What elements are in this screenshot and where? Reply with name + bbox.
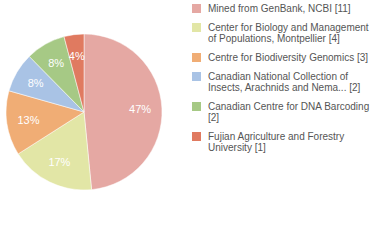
legend-label: Center for Biology and Managementof Popu…: [208, 22, 369, 44]
data-label: 13%: [17, 114, 39, 126]
legend-label: Mined from GenBank, NCBI [11]: [208, 3, 351, 14]
legend-swatch: [192, 72, 201, 81]
legend-label-line: Center for Biology and Management: [208, 22, 369, 33]
legend-label-line: of Populations, Montpellier [4]: [208, 33, 340, 44]
legend-label-line: Mined from GenBank, NCBI [11]: [208, 3, 351, 14]
legend-swatch: [192, 53, 201, 62]
legend-label-line: Canadian Centre for DNA Barcoding: [208, 101, 369, 112]
legend-swatch: [192, 23, 201, 32]
legend-swatch: [192, 4, 201, 13]
legend-label-line: Insects, Arachnids and Nema... [2]: [208, 82, 361, 93]
data-label: 4%: [69, 50, 85, 62]
legend-label-line: Fujian Agriculture and Forestry: [208, 131, 344, 142]
legend-label: Canadian National Collection ofInsects, …: [208, 71, 361, 93]
data-labels: 47% 17% 13% 8% 8% 4%: [17, 50, 151, 168]
legend-label: Canadian Centre for DNA Barcoding[2]: [208, 101, 369, 123]
legend-label-line: [2]: [208, 112, 219, 123]
legend-swatch: [192, 102, 201, 111]
legend-label-line: Canadian National Collection of: [208, 71, 348, 82]
data-label: 8%: [48, 57, 64, 69]
chart: 47% 17% 13% 8% 8% 4% Mined from GenBank, NCBI …: [0, 0, 380, 240]
legend-label: Centre for Biodiversity Genomics [3]: [208, 52, 368, 63]
data-label: 8%: [28, 77, 44, 89]
pie-slice: [64, 34, 84, 112]
pie: [6, 34, 162, 190]
pie-slice: [84, 34, 162, 190]
legend: Mined from GenBank, NCBI [11] Center for …: [192, 3, 369, 153]
legend-label-line: University [1]: [208, 142, 266, 153]
data-label: 17%: [48, 156, 70, 168]
legend-swatch: [192, 132, 201, 141]
legend-label-line: Centre for Biodiversity Genomics [3]: [208, 52, 368, 63]
data-label: 47%: [129, 103, 151, 115]
legend-label: Fujian Agriculture and ForestryUniversit…: [208, 131, 344, 153]
